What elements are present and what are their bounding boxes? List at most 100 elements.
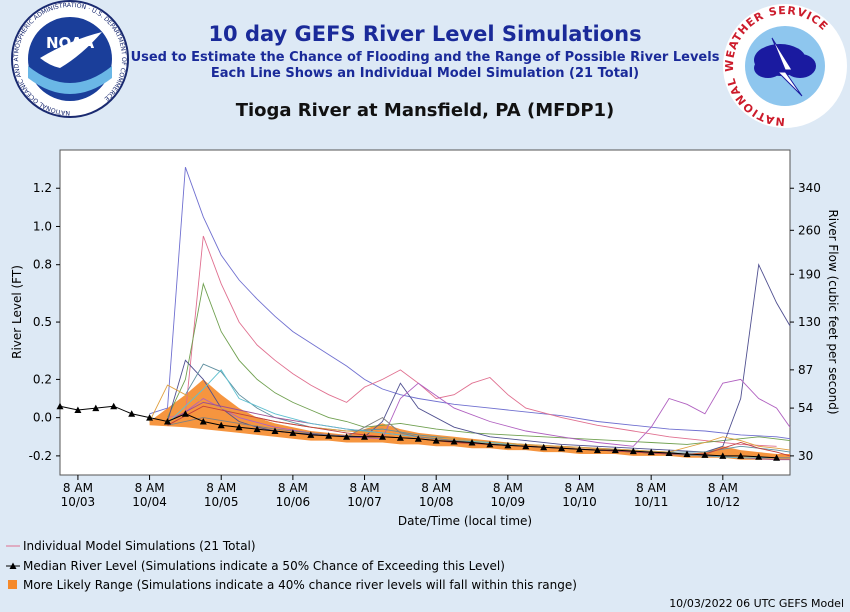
nws-logo: NATIONAL WEATHER SERVICE [723, 4, 847, 128]
likely-range-layer [149, 379, 791, 460]
chart-title: 10 day GEFS River Level Simulations [208, 22, 642, 46]
median-point [199, 418, 207, 425]
x-tick-label-time: 8 AM [493, 481, 523, 495]
median-point [361, 433, 368, 440]
median-point [379, 433, 386, 440]
x-tick-label-time: 8 AM [278, 481, 308, 495]
x-tick-label-date: 10/03 [61, 495, 96, 509]
median-point [253, 425, 261, 433]
x-tick-label-date: 10/08 [419, 495, 454, 509]
median-line-layer [56, 402, 781, 461]
x-tick-label-time: 8 AM [350, 481, 380, 495]
y2-axis-label: River Flow (cubic feet per second) [826, 209, 840, 414]
x-tick-label-time: 8 AM [135, 481, 165, 495]
model-run-footer: 10/03/2022 06 UTC GEFS Model [669, 597, 844, 610]
median-point [701, 451, 709, 458]
x-tick-label-date: 10/12 [706, 495, 741, 509]
median-point [92, 404, 100, 412]
median-point [611, 446, 619, 454]
median-point [647, 448, 655, 456]
x-tick-label-date: 10/06 [276, 495, 311, 509]
median-point [414, 435, 422, 442]
median-point [396, 434, 404, 441]
median-point [593, 446, 601, 454]
median-point [773, 454, 781, 461]
x-tick-label-time: 8 AM [421, 481, 451, 495]
median-point [755, 453, 763, 460]
median-point [719, 452, 727, 459]
median-point [74, 406, 82, 413]
y-tick-label: 1.2 [33, 181, 52, 195]
simulation-line-5 [185, 378, 791, 447]
y2-tick-label: 190 [798, 267, 821, 281]
x-tick-label-date: 10/07 [347, 495, 382, 509]
median-point [164, 418, 171, 425]
y-tick-label: 1.0 [33, 219, 52, 233]
location-title: Tioga River at Mansfield, PA (MFDP1) [235, 100, 615, 121]
chart-subtitle-1: Used to Estimate the Chance of Flooding … [130, 50, 720, 65]
likely-range-band [149, 379, 791, 460]
median-point [181, 410, 189, 417]
x-tick-label-date: 10/04 [132, 495, 167, 509]
median-point [128, 410, 136, 417]
axes-layer: -0.2 0.0 0.2 0.5 0.8 1.0 1.2 30 54 87 130 190 260 340… [29, 181, 821, 509]
legend-median-text: Median River Level (Simulations indicate… [23, 559, 505, 573]
median-point [271, 427, 279, 434]
y-tick-label: 0.0 [33, 411, 52, 425]
x-tick-label-time: 8 AM [708, 481, 738, 495]
simulation-line-2 [167, 235, 777, 447]
y-tick-label: 0.8 [33, 258, 52, 272]
x-tick-label-date: 10/09 [491, 495, 526, 509]
median-point [289, 429, 297, 436]
median-point [235, 423, 243, 431]
median-point [217, 421, 225, 429]
x-tick-label-time: 8 AM [565, 481, 595, 495]
x-tick-label-date: 10/11 [634, 495, 669, 509]
simulation-line-1 [149, 167, 791, 440]
legend-simulations-text: Individual Model Simulations (21 Total) [23, 539, 256, 553]
y-axis-label: River Level (FT) [10, 265, 24, 359]
y2-tick-label: 340 [798, 181, 821, 195]
legend-range-swatch [8, 580, 17, 589]
median-point [665, 449, 673, 456]
median-point [432, 437, 440, 444]
median-point [486, 440, 494, 448]
simulation-line-4 [167, 263, 791, 453]
median-point [56, 402, 64, 410]
y-tick-label: 0.5 [33, 315, 52, 329]
y2-tick-label: 130 [798, 315, 821, 329]
x-axis-label: Date/Time (local time) [398, 514, 532, 528]
chart-subtitle-2: Each Line Shows an Individual Model Simu… [210, 66, 640, 81]
median-point [576, 445, 583, 453]
x-tick-label-date: 10/05 [204, 495, 239, 509]
y-tick-label: 0.2 [33, 372, 52, 386]
median-point [110, 402, 118, 410]
median-point [522, 442, 530, 450]
noaa-logo-text: NOAA [46, 34, 95, 52]
x-tick-label-time: 8 AM [206, 481, 236, 495]
median-point [737, 452, 745, 459]
y2-tick-label: 30 [798, 449, 813, 463]
y2-tick-label: 54 [798, 401, 813, 415]
legend-median-marker [9, 562, 17, 569]
legend: Individual Model Simulations (21 Total) … [6, 539, 577, 592]
simulation-line-3 [167, 282, 791, 445]
median-point [558, 444, 566, 452]
y2-tick-label: 87 [798, 363, 813, 377]
median-point [450, 438, 458, 445]
y2-tick-label: 260 [798, 223, 821, 237]
median-point [307, 431, 315, 438]
y-tick-label: -0.2 [29, 449, 52, 463]
x-tick-label-time: 8 AM [636, 481, 666, 495]
median-point [629, 447, 637, 455]
median-point [325, 432, 333, 439]
x-tick-label-time: 8 AM [63, 481, 93, 495]
median-point [683, 450, 691, 457]
median-point [146, 414, 154, 421]
median-point [540, 443, 548, 451]
median-point [468, 439, 476, 446]
noaa-logo: NOAA NATIONAL OCEANIC AND ATMOSPHERIC AD… [11, 0, 129, 118]
x-tick-label-date: 10/10 [562, 495, 597, 509]
median-point [343, 433, 351, 440]
